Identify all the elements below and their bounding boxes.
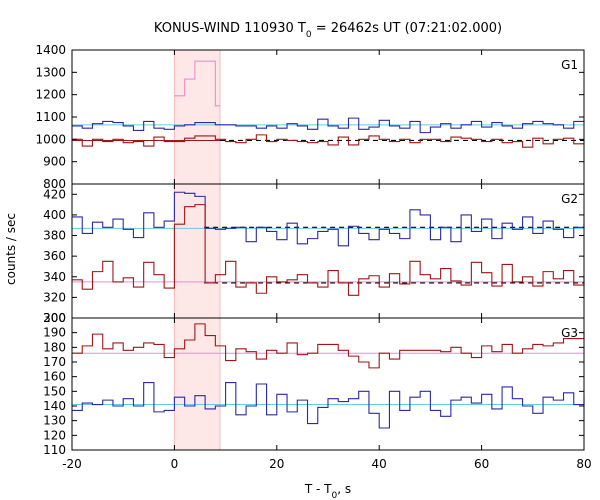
g1-series-blue-0 (72, 117, 585, 134)
g1-series-red-1 (72, 134, 585, 148)
labels-layer: 80090010001100120013001400G1300320340360… (35, 43, 591, 471)
g1-ytick-label: 800 (43, 177, 66, 191)
g3-ytick-label: 170 (43, 355, 66, 369)
g3-ytick-label: 120 (43, 428, 66, 442)
g3-ytick-label: 200 (43, 311, 66, 325)
g1-ytick-label: 900 (43, 155, 66, 169)
g2-ytick-label: 420 (43, 187, 66, 201)
g3-ytick-label: 160 (43, 370, 66, 384)
burst-interval-highlight (174, 50, 220, 450)
g1-series-pink_fit-2 (174, 60, 220, 107)
g2-ytick-label: 320 (43, 290, 66, 304)
g3-panel-frame (71, 317, 585, 451)
g3-ytick-label: 110 (43, 443, 66, 457)
x-axis-title: T - T0, s (304, 482, 351, 500)
g2-panel-label: G2 (561, 192, 578, 206)
g1-panel-frame (71, 49, 585, 185)
g2-ytick-label: 400 (43, 208, 66, 222)
g1-ytick-label: 1200 (35, 88, 66, 102)
g1-ytick-label: 1100 (35, 110, 66, 124)
y-axis-title: counts / sec (4, 213, 18, 285)
xtick-label: 20 (269, 457, 284, 471)
g1-panel-label: G1 (561, 58, 578, 72)
panel-frames-layer (71, 49, 585, 451)
xtick-label: -20 (62, 457, 82, 471)
xtick-label: 60 (474, 457, 489, 471)
g2-series-blue-0 (72, 191, 585, 247)
ticks-layer (71, 49, 585, 451)
g3-series-blue-1 (72, 381, 585, 429)
xtick-label: 40 (372, 457, 387, 471)
burst-interval-highlight-layer (173, 50, 221, 450)
g3-ytick-label: 140 (43, 399, 66, 413)
g3-series-red-0 (72, 323, 585, 369)
xtick-label: 0 (171, 457, 179, 471)
g1-ytick-label: 1000 (35, 132, 66, 146)
xtick-label: 80 (576, 457, 591, 471)
g2-ytick-label: 300 (43, 311, 66, 325)
g2-ytick-label: 360 (43, 249, 66, 263)
g3-panel-label: G3 (561, 326, 578, 340)
g3-ytick-label: 150 (43, 384, 66, 398)
g2-ytick-label: 380 (43, 229, 66, 243)
g1-ytick-label: 1300 (35, 65, 66, 79)
g2-panel-frame (71, 183, 585, 319)
g3-ytick-label: 130 (43, 414, 66, 428)
chart-title: KONUS-WIND 110930 T0 = 26462s UT (07:21:… (154, 21, 502, 40)
g3-ytick-label: 180 (43, 340, 66, 354)
series-layer (72, 60, 585, 429)
g2-series-red-1 (72, 204, 585, 296)
g3-ytick-label: 190 (43, 326, 66, 340)
g2-ytick-label: 340 (43, 270, 66, 284)
g1-ytick-label: 1400 (35, 43, 66, 57)
